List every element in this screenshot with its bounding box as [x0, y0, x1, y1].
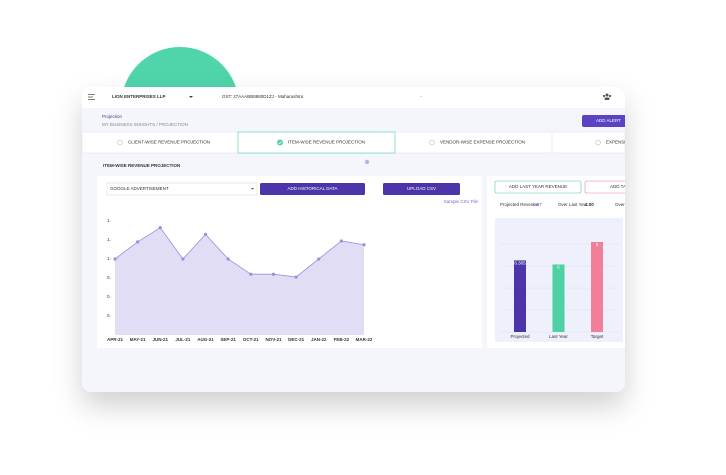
target-button-label[interactable]: ADD TAR — [610, 184, 630, 189]
y-tick-label: 1. — [107, 237, 111, 242]
x-tick-label: JUN-21 — [153, 337, 169, 342]
target-button[interactable] — [584, 180, 635, 194]
y-tick-label: 0. — [107, 275, 111, 280]
point — [339, 239, 343, 243]
point — [249, 272, 253, 276]
point — [362, 243, 366, 247]
point — [226, 257, 230, 261]
alert-button[interactable] — [582, 115, 630, 127]
section-title: ITEM-WISE REVENUE PROJECTION — [103, 163, 180, 168]
bar-category-label: Last Year — [549, 334, 568, 339]
csv-button[interactable] — [383, 183, 460, 195]
tab-label[interactable]: EXPENSE — [606, 140, 627, 145]
bar-value-label: 8 — [596, 242, 599, 247]
over-last-year-label: Over Last Year — [558, 202, 588, 207]
tab-radio[interactable] — [117, 139, 123, 146]
x-tick-label: MAR-22 — [356, 337, 373, 342]
info-icon[interactable] — [364, 159, 370, 165]
company[interactable]: LION ENTERPRISES LLP — [112, 94, 166, 99]
x-tick-label: OCT-21 — [243, 337, 259, 342]
gst: GST: 27AAABB8880D1ZJ - Maharashtra — [222, 94, 304, 99]
active-tab[interactable] — [237, 131, 396, 154]
dropdown[interactable] — [106, 182, 258, 196]
bar-value-label: 6.365 — [514, 261, 526, 266]
bar-category-label: Target — [591, 334, 604, 339]
over-label: Over — [615, 202, 625, 207]
point — [181, 257, 185, 261]
x-tick-label: DEC-21 — [288, 337, 305, 342]
x-tick-label: NOV-21 — [265, 337, 282, 342]
area — [115, 227, 364, 335]
x-tick-label: MAY-21 — [130, 337, 146, 342]
y-tick-label: 1. — [107, 218, 111, 223]
y-tick-label: 0. — [107, 313, 111, 318]
point — [271, 272, 276, 276]
menu-icon[interactable] — [88, 94, 95, 100]
tab-check-mark — [278, 141, 282, 145]
separator: - — [420, 94, 422, 99]
users-icon[interactable] — [602, 93, 612, 101]
projected-value: 6.37 — [533, 202, 542, 207]
left-panel — [97, 176, 482, 348]
alert-button-label[interactable]: ADD ALERT — [596, 118, 621, 123]
breadcrumb[interactable]: MY BUSINESS INSIGHTS / PROJECTION — [102, 122, 188, 127]
point — [136, 240, 140, 244]
bar-category-label: Projected — [510, 334, 530, 339]
y-tick-label: 1. — [107, 256, 111, 261]
x-tick-label: FEB-22 — [334, 337, 350, 342]
tab-radio[interactable] — [595, 139, 601, 146]
tab-label[interactable]: ITEM-WISE REVENUE PROJECTION — [288, 140, 365, 145]
historical-button-label[interactable]: ADD HISTORICAL DATA — [287, 186, 337, 191]
x-tick-label: SEP-21 — [220, 337, 236, 342]
tab-label[interactable]: CLIENT-WISE REVENUE PROJECTION — [128, 140, 210, 145]
dropdown-caret[interactable] — [251, 188, 254, 190]
projected-label: Projected Revenue — [500, 202, 539, 207]
dropdown-label[interactable]: GOOGLE ADVERTISEMENT — [110, 186, 169, 191]
bar — [552, 264, 565, 332]
csv-button-label[interactable]: UPLOAD CSV — [407, 186, 436, 191]
point — [158, 226, 162, 230]
bar-value-label: 6 — [557, 265, 560, 270]
dropdown-arrow[interactable] — [189, 96, 193, 98]
point — [317, 257, 321, 261]
y-tick-label: 0. — [107, 294, 111, 299]
last-year-button[interactable] — [494, 180, 582, 194]
bar — [514, 260, 526, 332]
point — [113, 257, 117, 261]
x-tick-label: JUL-21 — [175, 337, 191, 342]
page-title: Projection — [102, 114, 123, 119]
tab-check — [277, 139, 283, 146]
x-tick-label: APR-21 — [107, 337, 124, 342]
over-last-year-value: 4.00 — [585, 202, 594, 207]
last-year-button-label[interactable]: ADD LAST YEAR REVENUE — [509, 184, 567, 189]
point — [294, 275, 298, 279]
historical-button[interactable] — [260, 183, 365, 195]
card-content: LION ENTERPRISES LLP GST: 27AAABB8880D1Z… — [82, 93, 635, 392]
x-tick-label: AUG-21 — [197, 337, 214, 342]
x-tick-label: JAN-22 — [311, 337, 327, 342]
point — [203, 232, 208, 236]
sample-link[interactable]: Sample CSV File — [444, 199, 479, 204]
tab-radio[interactable] — [429, 139, 435, 146]
line — [114, 227, 365, 278]
tab-label[interactable]: VENDOR-WISE EXPENSE PROJECTION — [440, 140, 525, 145]
bar — [591, 242, 603, 332]
